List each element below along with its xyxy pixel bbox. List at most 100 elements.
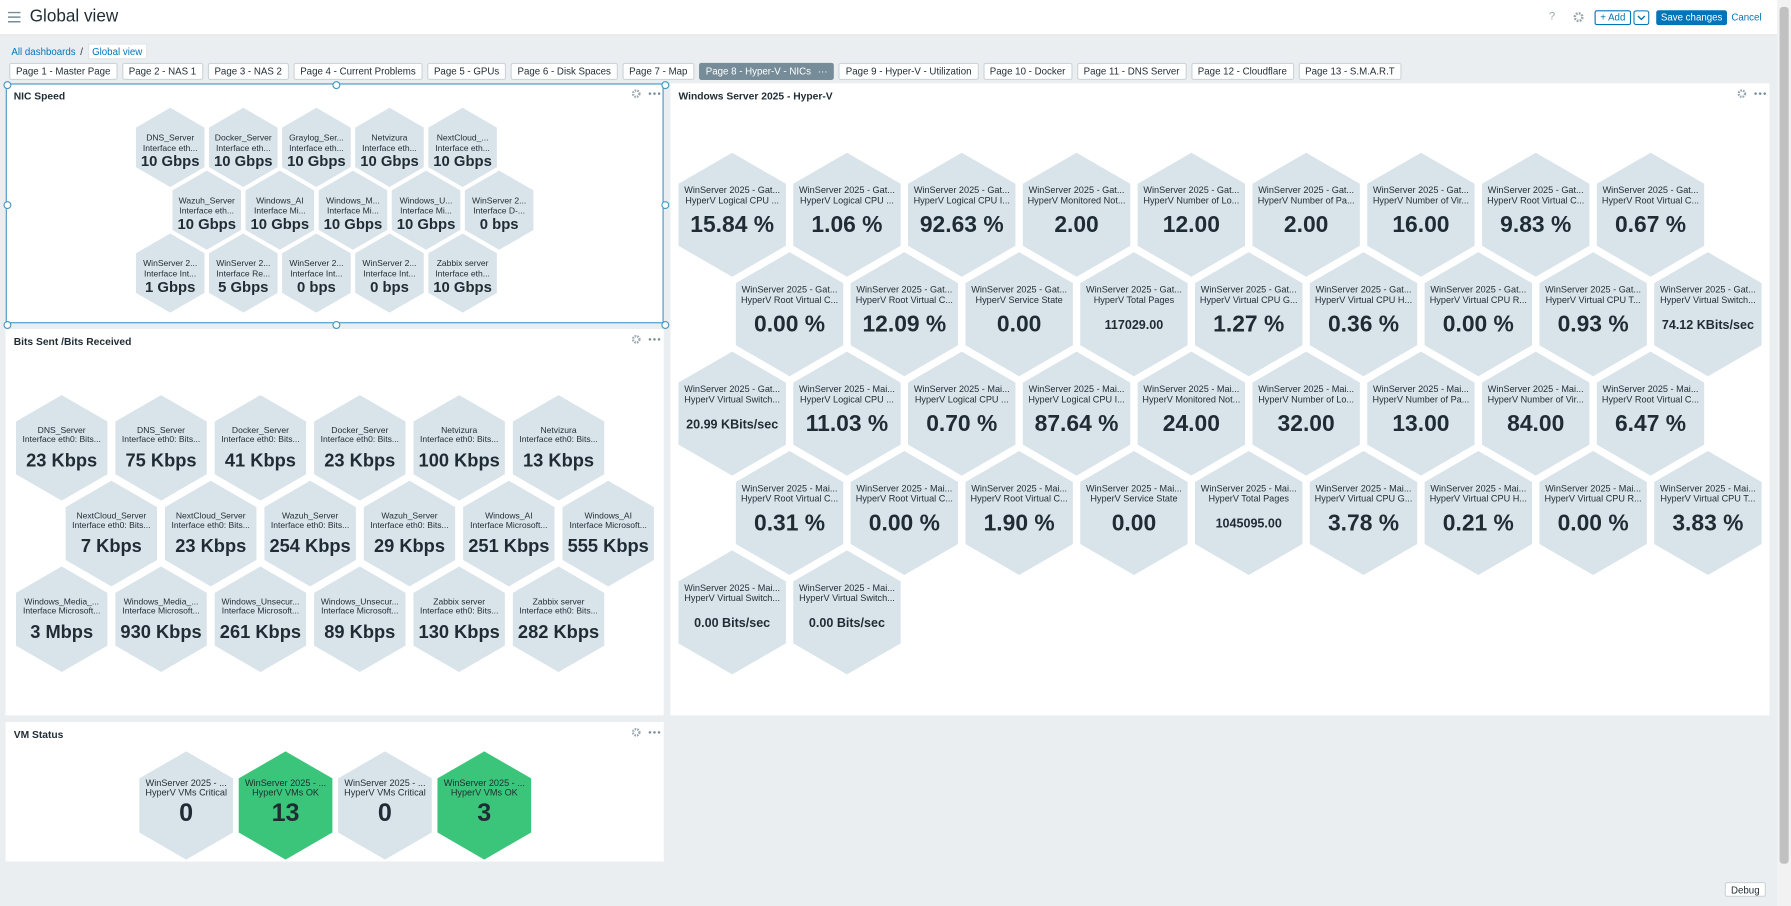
- resize-handle[interactable]: [332, 321, 341, 330]
- tab[interactable]: Page 1 - Master Page: [9, 62, 118, 80]
- menu-dot[interactable]: [648, 731, 652, 734]
- widget-gear[interactable]: [1737, 89, 1747, 99]
- scroll-thumb[interactable]: [1779, 6, 1789, 864]
- widget-gear[interactable]: [631, 728, 641, 737]
- honeycomb-cell[interactable]: WinServer 2025 - Gat...HyperV Virtual CP…: [1195, 252, 1303, 377]
- menu-dot[interactable]: [657, 731, 661, 734]
- honeycomb-cell[interactable]: WinServer 2025 - Mai...HyperV Number of …: [1367, 351, 1475, 476]
- honeycomb-cell[interactable]: Windows_M...Interface Mi...10 Gbps: [318, 170, 388, 250]
- honeycomb-cell[interactable]: Windows_Media_...Interface Microsoft... 9…: [115, 566, 207, 673]
- widget-gear[interactable]: [631, 89, 641, 99]
- honeycomb-cell[interactable]: WinServer 2025 - Mai...HyperV Number of …: [1252, 351, 1360, 476]
- honeycomb-cell[interactable]: WinServer 2...Interface Int... 1 Gbps: [135, 233, 205, 313]
- breadcrumb-current[interactable]: Global view: [87, 43, 147, 60]
- tab[interactable]: Page 6 - Disk Spaces: [510, 62, 618, 80]
- tab[interactable]: Page 11 - DNS Server: [1076, 62, 1187, 80]
- honeycomb-cell[interactable]: WinServer 2025 - Gat...HyperV Number of …: [1252, 152, 1360, 277]
- honeycomb-cell[interactable]: WinServer 2...Interface D-...0 bps: [464, 170, 534, 250]
- resize-handle[interactable]: [3, 321, 12, 330]
- add-button[interactable]: + Add: [1594, 10, 1632, 26]
- save-button[interactable]: Save changes: [1656, 10, 1728, 26]
- honeycomb-cell[interactable]: WinServer 2025 - Gat...HyperV Logical CP…: [908, 152, 1016, 277]
- help-icon[interactable]: ?: [1548, 10, 1556, 23]
- honeycomb-cell[interactable]: WinServer 2025 - Mai...HyperV Number of …: [1482, 351, 1590, 476]
- honeycomb-cell[interactable]: WinServer 2025 - Gat...HyperV Service St…: [965, 252, 1073, 377]
- honeycomb-cell[interactable]: WinServer 2025 - Mai...HyperV Virtual CP…: [1654, 450, 1762, 576]
- menu-dot[interactable]: [657, 92, 661, 95]
- breadcrumb-link[interactable]: All dashboards: [11, 45, 76, 58]
- honeycomb-cell[interactable]: WinServer 2025 - Gat...HyperV Virtual Sw…: [1654, 252, 1762, 377]
- honeycomb-cell[interactable]: WinServer 2025 - Mai...HyperV Root Virtu…: [850, 450, 959, 576]
- honeycomb-cell[interactable]: Windows_Media_...Interface Microsoft... 3…: [15, 566, 108, 673]
- honeycomb-cell[interactable]: WinServer 2025 - Gat...HyperV Virtual CP…: [1309, 252, 1418, 377]
- tab[interactable]: Page 2 - NAS 1: [121, 62, 204, 80]
- scrollbar[interactable]: [1777, 0, 1791, 906]
- honeycomb-cell[interactable]: WinServer 2025 - Gat...HyperV Logical CP…: [678, 152, 786, 277]
- honeycomb-cell[interactable]: WinServer 2025 - Gat...HyperV Monitored …: [1022, 152, 1131, 277]
- cancel-button[interactable]: Cancel: [1731, 11, 1762, 23]
- honeycomb-cell[interactable]: WinServer 2025 - Gat...HyperV Root Virtu…: [1596, 152, 1705, 277]
- resize-handle[interactable]: [3, 201, 12, 210]
- widget-gear[interactable]: [631, 334, 641, 344]
- honeycomb-cell[interactable]: WinServer 2025 - ...HyperV VMs Critical 0: [338, 751, 432, 860]
- honeycomb-cell[interactable]: WinServer 2025 - Mai...HyperV Virtual Sw…: [793, 550, 901, 675]
- honeycomb-cell[interactable]: Windows_Unsecur...Interface Microsoft...…: [314, 566, 406, 673]
- tab[interactable]: Page 4 - Current Problems: [293, 62, 423, 80]
- tab[interactable]: Page 5 - GPUs: [427, 62, 507, 80]
- honeycomb-cell[interactable]: WinServer 2025 - Mai...HyperV Logical CP…: [793, 351, 901, 476]
- honeycomb-cell[interactable]: WinServer 2025 - Gat...HyperV Total Page…: [1080, 252, 1188, 377]
- menu-icon[interactable]: [7, 11, 21, 23]
- tab[interactable]: Page 12 - Cloudflare: [1190, 62, 1294, 80]
- honeycomb-cell[interactable]: Windows_U...Interface Mi...10 Gbps: [391, 170, 461, 250]
- settings-icon[interactable]: [1573, 11, 1584, 23]
- debug-button[interactable]: Debug: [1724, 882, 1766, 897]
- honeycomb-cell[interactable]: Graylog_Ser...Interface eth...10 Gbps: [282, 107, 351, 187]
- honeycomb-cell[interactable]: WinServer 2025 - ...HyperV VMs Critical 0: [139, 751, 234, 860]
- honeycomb-cell[interactable]: WinServer 2025 - Mai...HyperV Root Virtu…: [965, 450, 1073, 576]
- menu-dot[interactable]: [653, 338, 656, 341]
- honeycomb-cell[interactable]: WinServer 2025 - Gat...HyperV Logical CP…: [793, 152, 901, 277]
- honeycomb-cell[interactable]: NextCloud_...Interface eth...10 Gbps: [428, 107, 497, 187]
- menu-dot[interactable]: [653, 731, 656, 734]
- menu-dot[interactable]: [657, 338, 661, 341]
- menu-dot[interactable]: [1758, 92, 1762, 95]
- add-dropdown[interactable]: [1633, 10, 1650, 26]
- tab[interactable]: Page 7 - Map: [622, 62, 695, 80]
- honeycomb-cell[interactable]: WinServer 2...Interface Int... 0 bps: [355, 233, 424, 313]
- honeycomb-cell[interactable]: WinServer 2025 - Mai...HyperV Service St…: [1080, 450, 1188, 576]
- resize-handle[interactable]: [3, 81, 12, 90]
- honeycomb-cell[interactable]: WinServer 2025 - Gat...HyperV Number of …: [1137, 152, 1246, 277]
- tab[interactable]: Page 10 - Docker: [982, 62, 1073, 80]
- honeycomb-cell[interactable]: WinServer 2025 - Gat...HyperV Virtual CP…: [1424, 252, 1533, 377]
- honeycomb-cell[interactable]: WinServer 2025 - Gat...HyperV Root Virtu…: [850, 252, 959, 377]
- resize-handle[interactable]: [661, 321, 670, 330]
- honeycomb-cell[interactable]: WinServer 2025 - Mai...HyperV Root Virtu…: [1596, 351, 1705, 476]
- menu-dot[interactable]: [1763, 92, 1766, 95]
- menu-dot[interactable]: [1754, 92, 1757, 95]
- honeycomb-cell[interactable]: WinServer 2025 - Mai...HyperV Logical CP…: [908, 351, 1016, 476]
- honeycomb-cell[interactable]: WinServer 2...Interface Int... 0 bps: [282, 233, 351, 313]
- resize-handle[interactable]: [661, 81, 670, 90]
- tab[interactable]: Page 13 - S.M.A.R.T: [1298, 62, 1402, 80]
- resize-handle[interactable]: [332, 81, 341, 90]
- menu-dot[interactable]: [648, 338, 652, 341]
- honeycomb-cell[interactable]: WinServer 2025 - Mai...HyperV Root Virtu…: [735, 450, 844, 576]
- honeycomb-cell[interactable]: WinServer 2025 - ...HyperV VMs OK 13: [238, 751, 333, 860]
- honeycomb-cell[interactable]: WinServer 2025 - Mai...HyperV Virtual CP…: [1539, 450, 1647, 576]
- honeycomb-cell[interactable]: WinServer 2...Interface Re... 5 Gbps: [209, 233, 278, 313]
- tab-menu-icon[interactable]: ···: [817, 65, 828, 77]
- resize-handle[interactable]: [661, 201, 670, 210]
